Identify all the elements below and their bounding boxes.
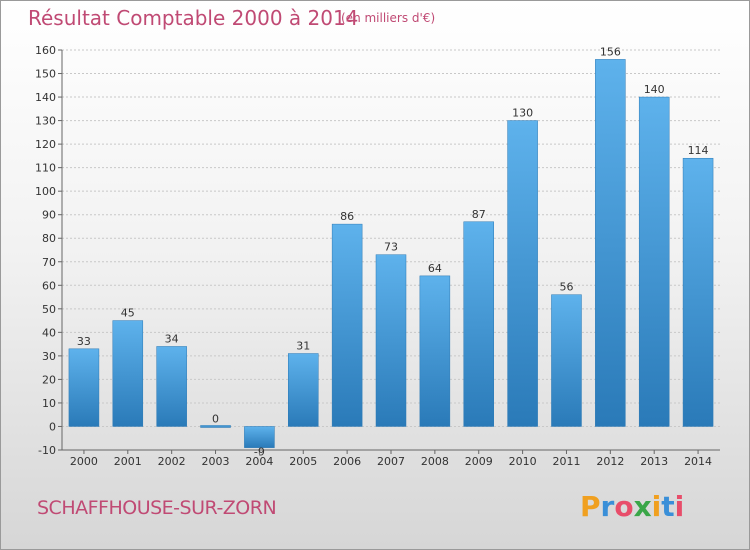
bar	[638, 96, 670, 427]
bar	[595, 59, 626, 427]
commune-name: SCHAFFHOUSE-SUR-ZORN	[37, 497, 277, 519]
data-label: 34	[165, 332, 179, 345]
x-tick-label: 2009	[465, 455, 493, 468]
data-label: 140	[644, 83, 665, 96]
chart-subtitle: (en milliers d'€)	[341, 11, 436, 25]
y-tick-label: -10	[38, 444, 56, 457]
y-tick-label: 130	[35, 115, 56, 128]
y-tick-label: 160	[35, 44, 56, 57]
y-tick-label: 150	[35, 68, 56, 81]
y-tick-label: 110	[35, 162, 56, 175]
data-label: 31	[296, 340, 310, 353]
bar	[507, 120, 538, 427]
x-tick-label: 2010	[509, 455, 537, 468]
bars	[68, 59, 714, 448]
y-tick-label: 100	[35, 185, 56, 198]
y-tick-label: 140	[35, 91, 56, 104]
bar	[244, 426, 275, 448]
proxiti-logo[interactable]: Proxiti	[578, 488, 698, 524]
x-tick-label: 2012	[596, 455, 624, 468]
x-tick-label: 2006	[333, 455, 361, 468]
y-tick-label: 70	[42, 256, 56, 269]
data-label: 73	[384, 241, 398, 254]
logo-text: Proxiti	[580, 490, 684, 523]
data-label: 86	[340, 210, 354, 223]
bar	[682, 157, 714, 427]
bar	[419, 275, 451, 427]
data-label: 130	[512, 107, 533, 120]
bar	[463, 221, 494, 427]
bar	[156, 346, 187, 427]
x-tick-label: 2000	[70, 455, 98, 468]
x-tick-label: 2008	[421, 455, 449, 468]
bar	[375, 254, 407, 427]
x-tick-label: 2002	[158, 455, 186, 468]
data-label: 56	[559, 281, 573, 294]
y-tick-label: 0	[49, 420, 56, 433]
y-tick-label: 30	[42, 350, 56, 363]
data-label: 0	[212, 412, 219, 425]
bar	[112, 320, 144, 427]
data-label: 45	[121, 307, 135, 320]
labels: -10 0 10 20 30 40 50 60 70 80 90 100 110 120 130 140 150…	[35, 44, 712, 468]
x-tick-label: 2013	[640, 455, 668, 468]
y-tick-label: 120	[35, 138, 56, 151]
y-tick-label: 40	[42, 326, 56, 339]
y-tick-label: 60	[42, 279, 56, 292]
bar	[331, 223, 363, 427]
y-tick-label: 90	[42, 209, 56, 222]
x-tick-label: 2005	[289, 455, 317, 468]
data-label: 33	[77, 335, 91, 348]
bar	[551, 294, 582, 427]
data-label: -9	[254, 445, 265, 458]
y-tick-label: 20	[42, 373, 56, 386]
chart-title: Résultat Comptable 2000 à 2014	[28, 6, 359, 30]
y-tick-label: 80	[42, 232, 56, 245]
data-label: 156	[600, 45, 621, 58]
axes	[58, 49, 720, 454]
x-tick-label: 2004	[245, 455, 273, 468]
bar	[288, 353, 319, 427]
x-tick-label: 2014	[684, 455, 712, 468]
data-label: 87	[472, 208, 486, 221]
bar	[68, 348, 100, 427]
data-label: 64	[428, 262, 442, 275]
x-tick-label: 2011	[552, 455, 580, 468]
data-label: 114	[688, 144, 709, 157]
x-tick-label: 2007	[377, 455, 405, 468]
bar	[200, 425, 231, 428]
y-tick-label: 50	[42, 303, 56, 316]
x-tick-label: 2003	[202, 455, 230, 468]
x-tick-label: 2001	[114, 455, 142, 468]
y-tick-label: 10	[42, 397, 56, 410]
